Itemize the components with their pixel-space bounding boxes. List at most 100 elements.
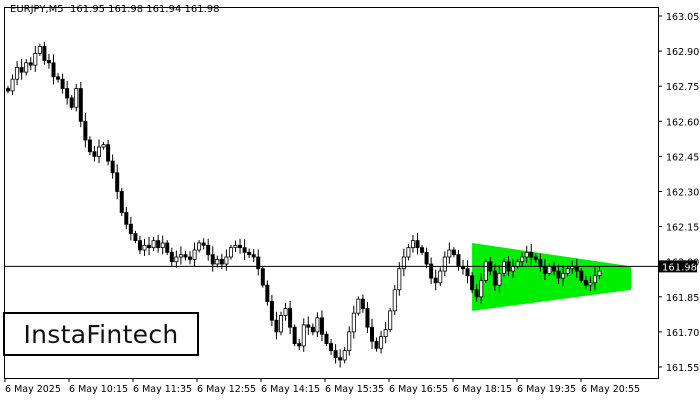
candle-body [292,326,297,345]
candle-body [406,247,411,258]
candle [183,250,188,261]
candle [87,136,92,156]
candle [124,206,129,230]
candle-body [297,343,302,347]
candle [374,337,379,352]
candle-body [83,120,88,141]
candle-body [206,244,211,256]
candle [187,251,192,265]
candle [60,73,65,94]
candle [6,85,11,94]
candle-body [142,244,147,251]
x-tick-label: 6 May 20:55 [581,384,640,395]
candles [6,41,602,368]
candle [329,338,334,355]
candle-body [379,336,384,349]
candle-body [19,67,24,73]
candle [365,301,370,334]
candle [347,326,352,356]
candle [392,285,397,316]
current-price-line: 161.98 [5,260,697,273]
candle-body [410,240,415,249]
candle-body [356,298,361,314]
candle [274,311,279,340]
candle-body [301,324,306,347]
candle-body [69,97,74,108]
candle-body [238,244,243,249]
candle [588,276,593,291]
candle-body [97,146,102,157]
candle-body [260,268,265,286]
x-tick-label: 6 May 10:15 [69,384,128,395]
candle-body [588,282,593,286]
candle [401,248,406,277]
candle [178,246,183,265]
candle-body [561,272,566,279]
candle [520,252,525,266]
candle [429,257,434,284]
candle-body [183,254,188,258]
candle [224,249,229,271]
candle-body [151,240,156,249]
candle-body [106,144,111,162]
x-tick-label: 6 May 16:55 [389,384,448,395]
candle [442,251,447,277]
candle-body [197,242,202,251]
candle-body [306,324,311,328]
candle-body [333,350,338,359]
candle-body [338,357,343,361]
triangle-pattern [472,242,632,311]
candle [420,244,425,255]
candle [315,312,320,337]
candle [69,95,74,110]
candle-body [579,270,584,281]
candle [78,81,83,128]
candle [210,246,215,272]
candle-body [192,249,197,260]
candle-body [319,317,324,335]
candle [110,154,115,179]
candle-body [492,270,497,286]
y-tick-label: 161.55 [666,363,699,374]
candle-body [119,191,124,213]
candle-body [533,256,538,260]
candle-body [583,280,588,286]
candle-body [542,265,547,274]
candle [438,267,443,287]
candle [451,247,456,258]
candle-body [415,240,420,249]
candle-body [28,62,33,66]
candle [474,284,479,302]
candle [133,230,138,244]
y-tick-label: 163.05 [666,12,699,23]
candle-body [329,343,334,352]
candle-body [78,88,83,122]
candle [410,235,415,253]
ohlc-values: 161.95 161.98 161.94 161.98 [69,4,220,15]
candle [319,310,324,341]
candle-body [310,326,315,333]
price-label-bg [659,260,697,273]
candle-body [124,212,129,225]
candle-body [447,249,452,258]
candle [174,250,179,268]
candle-body [324,333,329,344]
candle [360,294,365,313]
candle [46,53,51,69]
candle-body [147,244,152,249]
candle [483,258,488,283]
candle-body [374,340,379,349]
candle-body [451,249,456,256]
logo-text: InstaFintech [23,319,179,349]
candle [101,141,106,150]
y-tick-label: 162.90 [666,47,699,58]
chart-header: EURJPY,M5 161.95 161.98 161.94 161.98 [10,4,219,15]
candle-body [101,144,106,148]
candle-body [15,67,20,80]
candle-body [511,265,516,272]
candle-body [315,317,320,333]
candle [501,257,506,277]
candle-body [160,242,165,249]
candle-body [547,265,552,274]
candle [247,248,252,259]
